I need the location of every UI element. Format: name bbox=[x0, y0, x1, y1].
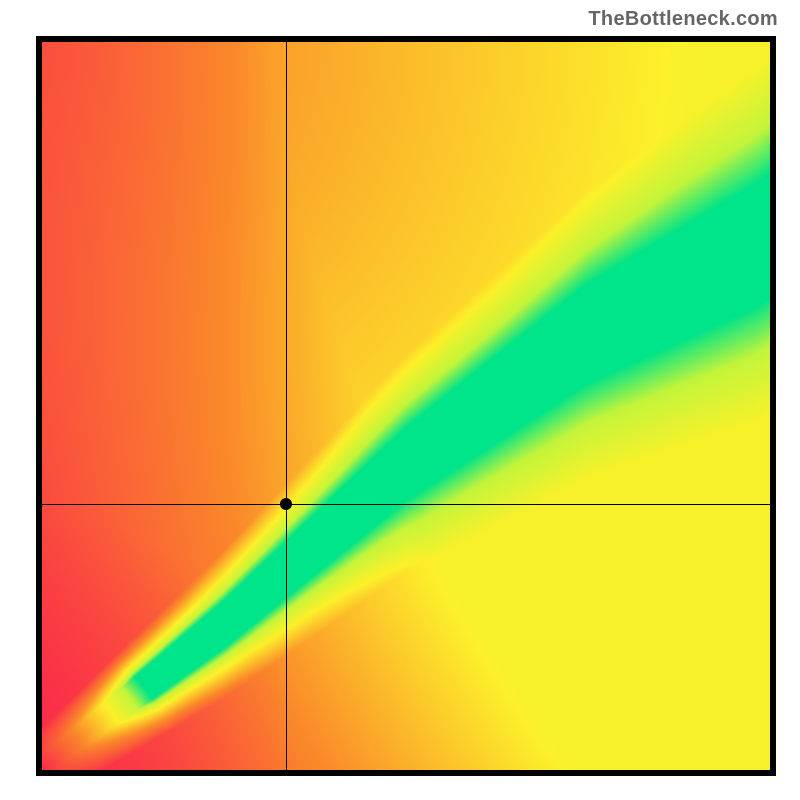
crosshair-vertical bbox=[286, 42, 287, 770]
crosshair-marker bbox=[280, 498, 292, 510]
heatmap-canvas bbox=[42, 42, 770, 770]
chart-frame bbox=[36, 36, 776, 776]
watermark-text: TheBottleneck.com bbox=[588, 8, 778, 31]
crosshair-horizontal bbox=[42, 504, 770, 505]
